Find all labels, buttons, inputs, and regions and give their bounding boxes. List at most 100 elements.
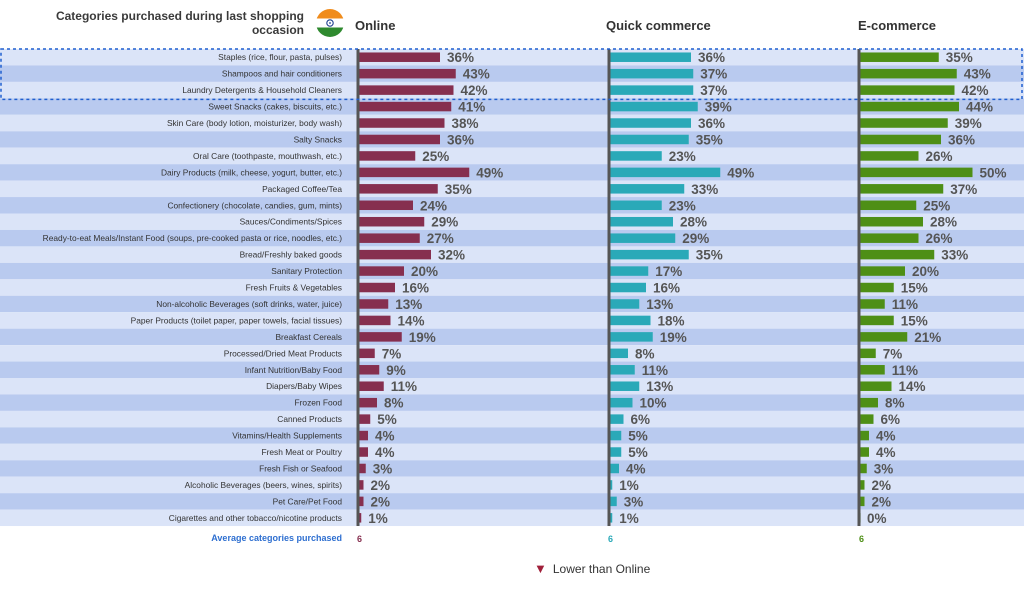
- bar-e-commerce: [860, 414, 874, 424]
- row-background: [0, 81, 1024, 99]
- bar-online: [359, 282, 395, 293]
- value-label-e-commerce: 42%: [962, 83, 989, 98]
- value-label-quick-commerce: 49%: [727, 165, 754, 180]
- row-background: [0, 49, 1024, 66]
- value-label-e-commerce: 25%: [923, 198, 950, 213]
- india-flag-icon: [316, 9, 344, 37]
- bar-quick-commerce: [610, 68, 694, 79]
- value-label-quick-commerce: 13%: [646, 379, 673, 394]
- category-label: Sauces/Condiments/Spices: [240, 217, 342, 227]
- bar-e-commerce: [860, 381, 892, 391]
- bar-quick-commerce: [610, 249, 689, 260]
- legend-label: Lower than Online: [552, 562, 651, 576]
- row-background: [0, 246, 1024, 263]
- bar-e-commerce: [860, 463, 867, 474]
- bar-e-commerce: [860, 216, 923, 227]
- average-e-commerce: 6: [859, 534, 865, 544]
- category-label: Fresh Meat or Poultry: [261, 447, 342, 457]
- category-label: Vitamins/Health Supplements: [232, 431, 342, 441]
- category-label: Non-alcoholic Beverages (soft drinks, wa…: [156, 299, 342, 309]
- average-online: 6: [357, 534, 363, 544]
- category-label: Sweet Snacks (cakes, biscuits, etc.): [208, 102, 342, 112]
- row-background: [0, 493, 1024, 510]
- value-label-online: 19%: [409, 330, 436, 345]
- bar-e-commerce: [860, 365, 885, 375]
- value-label-online: 8%: [384, 396, 404, 411]
- value-label-e-commerce: 6%: [881, 412, 901, 427]
- bar-online: [359, 200, 413, 211]
- bar-online: [359, 365, 380, 375]
- value-label-quick-commerce: 5%: [628, 445, 648, 460]
- bar-quick-commerce: [610, 480, 613, 490]
- bar-e-commerce: [860, 85, 955, 95]
- value-label-quick-commerce: 39%: [705, 100, 732, 115]
- bar-online: [359, 151, 416, 161]
- value-label-quick-commerce: 35%: [696, 248, 723, 263]
- bar-online: [359, 348, 375, 359]
- value-label-e-commerce: 11%: [892, 297, 918, 312]
- bar-quick-commerce: [610, 167, 721, 178]
- bar-quick-commerce: [610, 332, 653, 342]
- category-label: Pet Care/Pet Food: [273, 496, 343, 506]
- bar-quick-commerce: [610, 118, 691, 128]
- bar-e-commerce: [860, 68, 957, 79]
- category-label: Bread/Freshly baked goods: [240, 250, 342, 260]
- value-label-quick-commerce: 37%: [700, 67, 727, 82]
- bar-quick-commerce: [610, 134, 689, 145]
- value-label-quick-commerce: 18%: [658, 313, 685, 328]
- row-background: [0, 427, 1024, 444]
- bar-e-commerce: [860, 118, 948, 128]
- row-background: [0, 114, 1024, 132]
- value-label-quick-commerce: 4%: [626, 461, 646, 476]
- axes: [356, 49, 861, 527]
- category-label: Laundry Detergents & Household Cleaners: [182, 85, 342, 95]
- value-label-e-commerce: 36%: [948, 132, 975, 147]
- bar-online: [359, 85, 454, 95]
- value-label-quick-commerce: 36%: [698, 50, 725, 65]
- bar-e-commerce: [860, 233, 919, 243]
- value-label-online: 35%: [445, 182, 472, 197]
- row-background: [0, 394, 1024, 411]
- value-label-e-commerce: 26%: [926, 231, 953, 246]
- value-label-online: 3%: [373, 461, 393, 476]
- highlight-box: [0, 48, 1023, 101]
- value-label-e-commerce: 7%: [883, 346, 903, 361]
- bar-e-commerce: [860, 332, 908, 342]
- value-label-online: 27%: [427, 231, 454, 246]
- bar-online: [359, 315, 391, 326]
- category-label: Sanitary Protection: [271, 266, 342, 276]
- value-label-e-commerce: 43%: [964, 67, 991, 82]
- bar-e-commerce: [860, 397, 878, 408]
- row-background: [0, 98, 1024, 115]
- row-background: [0, 460, 1024, 477]
- bar-online: [359, 266, 404, 276]
- row-background: [0, 443, 1024, 461]
- value-label-quick-commerce: 19%: [660, 330, 687, 345]
- bar-e-commerce: [860, 496, 865, 507]
- row-background: [0, 180, 1024, 198]
- row-background: [0, 361, 1024, 378]
- bar-quick-commerce: [610, 513, 613, 523]
- bar-online: [359, 167, 470, 178]
- category-label: Processed/Dried Meat Products: [224, 348, 342, 358]
- bar-online: [359, 134, 440, 145]
- bar-quick-commerce: [610, 184, 685, 194]
- bar-e-commerce: [860, 52, 939, 62]
- row-background: [0, 279, 1024, 296]
- value-label-online: 29%: [431, 215, 458, 230]
- row-background: [0, 213, 1024, 230]
- bar-online: [359, 233, 420, 243]
- value-labels: 36%43%42%41%38%36%25%49%35%24%29%27%32%2…: [368, 50, 1006, 526]
- category-label: Cigarettes and other tobacco/nicotine pr…: [169, 513, 342, 523]
- bar-e-commerce: [860, 447, 869, 457]
- bar-online: [359, 513, 362, 523]
- value-label-online: 36%: [447, 50, 474, 65]
- bar-e-commerce: [860, 480, 865, 490]
- bar-quick-commerce: [610, 282, 646, 293]
- category-label: Diapers/Baby Wipes: [266, 381, 342, 391]
- bar-online: [359, 52, 440, 62]
- bar-quick-commerce: [610, 463, 619, 474]
- value-label-e-commerce: 0%: [867, 511, 887, 526]
- value-label-quick-commerce: 28%: [680, 215, 707, 230]
- row-background: [0, 262, 1024, 280]
